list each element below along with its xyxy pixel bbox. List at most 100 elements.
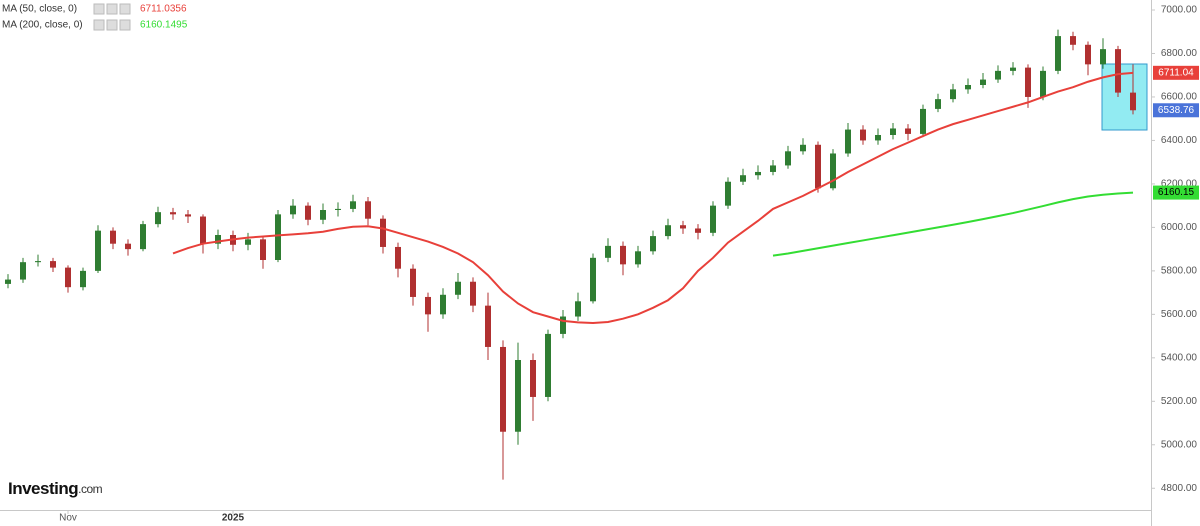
candle-body bbox=[500, 346, 506, 432]
candle-body bbox=[335, 208, 341, 210]
candle-body bbox=[740, 175, 746, 182]
legend-name: MA (200, close, 0) bbox=[2, 20, 83, 31]
candle-body bbox=[80, 270, 86, 288]
candle-body bbox=[65, 267, 71, 288]
y-tick-label: 5800.00 bbox=[1161, 266, 1198, 277]
candle-body bbox=[515, 360, 521, 432]
y-tick-label: 5200.00 bbox=[1161, 396, 1198, 407]
x-tick-label: 2025 bbox=[222, 513, 245, 524]
candle-body bbox=[305, 205, 311, 220]
candle-body bbox=[260, 239, 266, 260]
candle-body bbox=[785, 151, 791, 166]
candle-body bbox=[1055, 36, 1061, 71]
legend-value: 6160.1495 bbox=[140, 20, 188, 31]
candle-body bbox=[650, 236, 656, 252]
y-tick-label: 5000.00 bbox=[1161, 439, 1198, 450]
candle-body bbox=[620, 245, 626, 265]
candle-body bbox=[1070, 36, 1076, 45]
ma-price-tag-box bbox=[1153, 65, 1199, 80]
candle-body bbox=[815, 144, 821, 189]
candle-body bbox=[830, 153, 836, 189]
candle-body bbox=[995, 70, 1001, 80]
legend-icon bbox=[93, 19, 105, 31]
candle-body bbox=[170, 212, 176, 215]
ma-price-tag: 6160.15 bbox=[1158, 187, 1195, 198]
candle-body bbox=[320, 210, 326, 220]
watermark-brand: Investing bbox=[8, 479, 78, 498]
legend-icon bbox=[106, 3, 118, 15]
candle-body bbox=[425, 296, 431, 315]
legend-value: 6711.0356 bbox=[140, 4, 187, 15]
legend-entry: MA (50, close, 0) 6711.0356 bbox=[2, 3, 187, 15]
candle-body bbox=[155, 212, 161, 225]
legend-icon bbox=[106, 19, 118, 31]
legend-icon bbox=[119, 19, 131, 31]
moving-average-line bbox=[172, 71, 1134, 325]
candle-body bbox=[725, 181, 731, 206]
candle-body bbox=[140, 224, 146, 250]
ma-price-tag-box bbox=[1153, 185, 1199, 200]
y-tick-label: 6200.00 bbox=[1161, 179, 1198, 190]
candle-body bbox=[5, 279, 11, 284]
candle-body bbox=[410, 268, 416, 297]
candle-body bbox=[455, 281, 461, 295]
candle-body bbox=[245, 239, 251, 245]
last-price-tag-box bbox=[1153, 103, 1199, 118]
candle-body bbox=[1085, 44, 1091, 65]
marks bbox=[5, 29, 1136, 480]
candle-body bbox=[215, 235, 221, 244]
candle-body bbox=[110, 230, 116, 244]
candle-body bbox=[860, 129, 866, 141]
candle-body bbox=[470, 281, 476, 306]
candle-body bbox=[440, 294, 446, 315]
candle-body bbox=[800, 144, 806, 152]
candle-body bbox=[770, 165, 776, 172]
candle-body bbox=[905, 128, 911, 134]
y-tick-label: 6600.00 bbox=[1161, 92, 1198, 103]
candle-body bbox=[695, 228, 701, 233]
watermark: Investing.com bbox=[8, 479, 103, 498]
candle-body bbox=[605, 245, 611, 258]
candle-body bbox=[920, 108, 926, 134]
ma-price-tag: 6711.04 bbox=[1158, 67, 1194, 78]
candle-body bbox=[125, 243, 131, 250]
candle-body bbox=[1040, 70, 1046, 97]
candle-body bbox=[95, 230, 101, 271]
candle-body bbox=[965, 85, 971, 90]
candle-body bbox=[275, 214, 281, 260]
candle-body bbox=[1025, 67, 1031, 97]
candle-body bbox=[890, 128, 896, 135]
candle-body bbox=[575, 301, 581, 317]
candle-body bbox=[875, 135, 881, 141]
y-tick-label: 6000.00 bbox=[1161, 222, 1198, 233]
last-price-tag: 6538.76 bbox=[1158, 105, 1195, 116]
watermark-suffix: .com bbox=[78, 482, 103, 496]
candle-body bbox=[935, 99, 941, 109]
candle-body bbox=[755, 171, 761, 176]
candle-body bbox=[710, 205, 716, 233]
candle-body bbox=[200, 216, 206, 244]
candle-body bbox=[365, 201, 371, 219]
candle-body bbox=[185, 214, 191, 217]
y-tick-label: 4800.00 bbox=[1161, 483, 1198, 494]
candle-body bbox=[1100, 49, 1106, 65]
y-tick-label: 6400.00 bbox=[1161, 135, 1198, 146]
legend-icon bbox=[119, 3, 131, 15]
y-tick-label: 7000.00 bbox=[1161, 5, 1198, 16]
candle-body bbox=[35, 261, 41, 263]
candle-body bbox=[680, 225, 686, 229]
candle-body bbox=[980, 79, 986, 85]
y-tick-label: 6800.00 bbox=[1161, 48, 1198, 59]
candle-body bbox=[290, 205, 296, 215]
x-tick-label: Nov bbox=[59, 513, 77, 524]
candle-body bbox=[350, 201, 356, 209]
candle-body bbox=[485, 305, 491, 347]
candle-body bbox=[590, 257, 596, 302]
candle-body bbox=[635, 251, 641, 265]
legend-icon bbox=[93, 3, 105, 15]
moving-average-line bbox=[772, 191, 1134, 257]
legend-name: MA (50, close, 0) bbox=[2, 4, 77, 15]
